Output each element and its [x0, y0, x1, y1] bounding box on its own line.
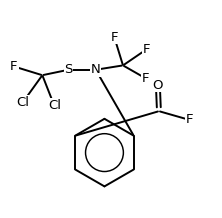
Text: F: F	[10, 60, 18, 73]
Text: F: F	[186, 113, 193, 126]
Text: Cl: Cl	[16, 96, 29, 109]
Text: F: F	[143, 43, 151, 56]
Text: F: F	[142, 72, 150, 85]
Text: Cl: Cl	[48, 99, 61, 112]
Text: F: F	[111, 31, 118, 44]
Text: S: S	[64, 63, 73, 76]
Text: O: O	[153, 78, 163, 92]
Text: N: N	[91, 63, 101, 76]
